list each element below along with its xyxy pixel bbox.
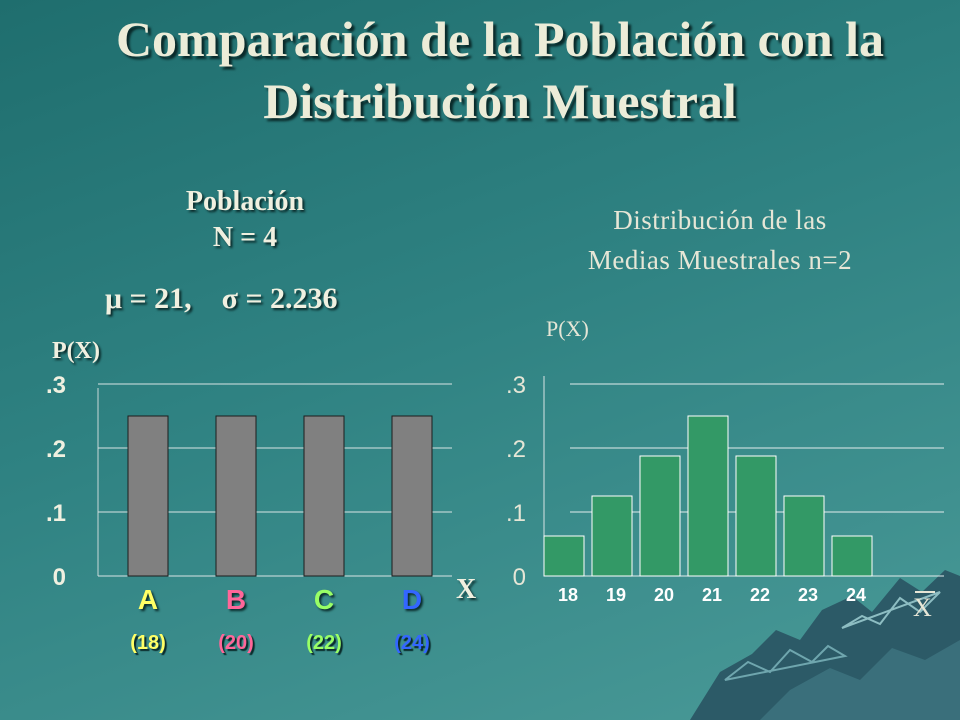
sampling-y-axis-label: P(X) — [546, 316, 589, 341]
slide-title-line1: Comparación de la Población con la — [115, 11, 885, 67]
sampling-category-label: 19 — [606, 585, 626, 605]
slide-title-line2: Distribución Muestral — [263, 73, 737, 129]
sampling-x-axis-label: X — [913, 591, 935, 623]
sampling-bar — [783, 495, 825, 577]
sampling-y-tick-label: .3 — [506, 372, 526, 399]
population-category-label: A — [137, 584, 159, 615]
sampling-bar — [831, 535, 873, 577]
sigma-symbol: σ — [221, 282, 238, 315]
slide-title: Comparación de la Población con la Distr… — [30, 8, 960, 132]
sigma-value: = 2.236 — [237, 282, 338, 315]
population-category-label: D — [401, 584, 423, 615]
population-category-label: C — [313, 584, 335, 615]
population-y-axis-label: P(X) — [52, 338, 100, 364]
sampling-category-label: 18 — [558, 585, 578, 605]
sampling-title-line1: Distribución de las — [613, 205, 827, 235]
population-bar — [215, 415, 257, 577]
population-x-axis-label: X — [456, 574, 477, 605]
sampling-category-label: 21 — [702, 585, 722, 605]
sampling-bar — [735, 455, 777, 577]
mu-value: = 21, — [122, 282, 192, 315]
population-size: N = 4 — [212, 222, 278, 253]
population-y-tick-label: .3 — [46, 372, 66, 399]
population-header: Población N = 4 — [95, 184, 395, 256]
sampling-x-axis-letter: X — [913, 593, 932, 622]
population-category-value: (24) — [394, 632, 430, 654]
population-y-tick-label: .1 — [46, 500, 66, 527]
population-category-value: (18) — [130, 632, 166, 654]
population-label: Población — [185, 186, 305, 217]
population-category-value: (22) — [306, 632, 342, 654]
population-y-tick-label: .2 — [46, 436, 66, 463]
population-y-tick-label: 0 — [53, 564, 66, 591]
sampling-category-label: 24 — [846, 585, 866, 605]
population-bar — [303, 415, 345, 577]
population-parameters: μ = 21, σ = 2.236 — [105, 282, 425, 316]
mu-symbol: μ — [105, 282, 123, 315]
sampling-y-tick-label: 0 — [513, 564, 526, 591]
sampling-category-label: 22 — [750, 585, 770, 605]
sampling-y-tick-label: .2 — [506, 436, 526, 463]
sampling-bar — [543, 535, 585, 577]
sampling-category-label: 23 — [798, 585, 818, 605]
sampling-category-label: 20 — [654, 585, 674, 605]
sampling-title-line2: Medias Muestrales n=2 — [587, 245, 853, 275]
x-bar-overline — [915, 591, 935, 593]
sampling-bar — [639, 455, 681, 577]
population-bar — [127, 415, 169, 577]
population-category-label: B — [225, 584, 247, 615]
population-category-value: (20) — [218, 632, 254, 654]
sampling-bar — [687, 415, 729, 577]
population-bar — [391, 415, 433, 577]
sampling-y-tick-label: .1 — [506, 500, 526, 527]
sampling-distribution-title: Distribución de las Medias Muestrales n=… — [520, 200, 920, 280]
sampling-bar — [591, 495, 633, 577]
